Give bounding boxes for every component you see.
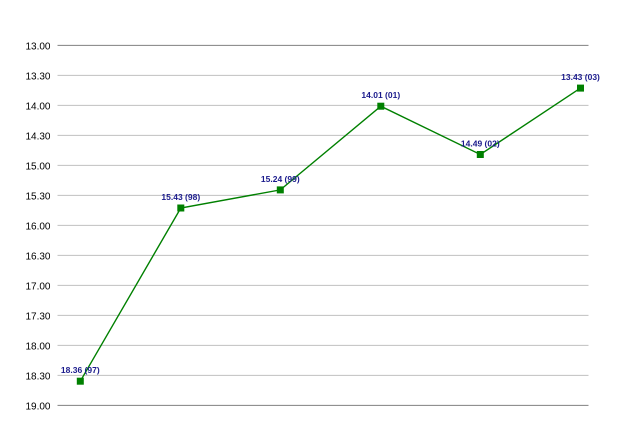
svg-text:16.00: 16.00: [25, 221, 50, 232]
svg-text:16.30: 16.30: [25, 251, 50, 262]
svg-text:13.00: 13.00: [25, 41, 50, 52]
svg-text:15.24 (99): 15.24 (99): [261, 174, 300, 184]
svg-text:15.30: 15.30: [25, 191, 50, 202]
svg-text:18.30: 18.30: [25, 371, 50, 382]
svg-text:17.00: 17.00: [25, 281, 50, 292]
svg-text:13.43 (03): 13.43 (03): [561, 72, 600, 82]
svg-text:14.49 (02): 14.49 (02): [461, 139, 500, 149]
svg-text:19.00: 19.00: [25, 401, 50, 412]
svg-text:13.30: 13.30: [25, 71, 50, 82]
svg-text:17.30: 17.30: [25, 311, 50, 322]
svg-text:14.00: 14.00: [25, 101, 50, 112]
svg-text:18.00: 18.00: [25, 341, 50, 352]
svg-text:15.00: 15.00: [25, 161, 50, 172]
svg-text:15.43 (98): 15.43 (98): [161, 192, 200, 202]
svg-text:18.36 (97): 18.36 (97): [61, 365, 100, 375]
svg-text:14.01 (01): 14.01 (01): [361, 90, 400, 100]
svg-text:14.30: 14.30: [25, 131, 50, 142]
